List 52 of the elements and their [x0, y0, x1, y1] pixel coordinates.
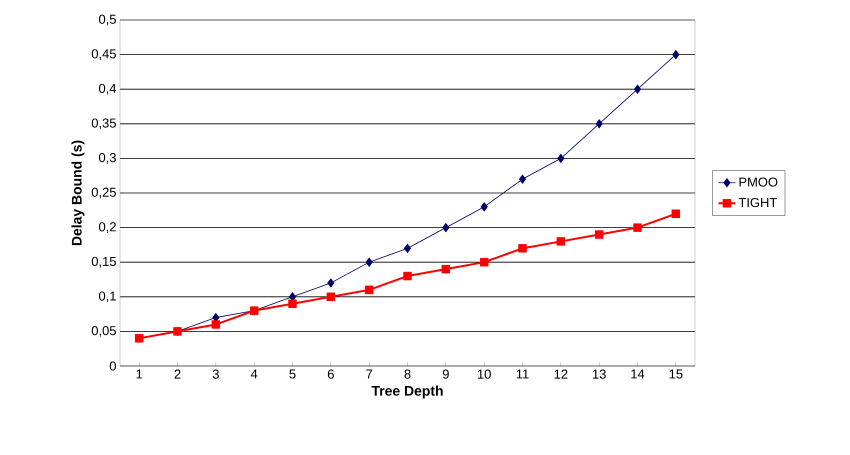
y-tick-label: 0: [110, 361, 116, 371]
x-tick-label: 9: [442, 370, 449, 379]
x-tick-label: 6: [328, 370, 334, 379]
y-tick-label: 0,1: [98, 291, 116, 302]
y-tick-label: 0,3: [98, 153, 116, 164]
point: [672, 210, 680, 218]
x-axis-title: Tree Depth: [372, 386, 443, 399]
x-tick-label: 7: [366, 370, 372, 378]
y-tick-label: 0,15: [92, 256, 116, 268]
x-tick-label: 5: [289, 370, 296, 379]
y-tick-label: 0,4: [98, 84, 116, 95]
point: [442, 222, 450, 232]
point: [518, 174, 526, 184]
x-tick-label: 14: [631, 370, 644, 378]
point: [556, 237, 566, 246]
y-tick-label: 0,05: [92, 326, 116, 337]
y-tick-label: 0,5: [98, 14, 116, 26]
x-tick-label: 15: [670, 370, 682, 379]
point: [403, 272, 412, 280]
point: [594, 230, 604, 239]
point: [596, 119, 603, 129]
point: [404, 244, 412, 254]
point: [366, 257, 373, 267]
point: [518, 244, 527, 253]
point: [212, 320, 220, 329]
point: [672, 50, 680, 60]
point: [480, 202, 488, 212]
y-tick-label: 0,35: [92, 118, 116, 130]
point: [442, 264, 450, 274]
x-tick-label: 12: [554, 370, 568, 379]
x-tick-label: 4: [250, 370, 258, 378]
point: [364, 286, 374, 294]
legend-label: TIGHT: [738, 198, 777, 208]
point: [326, 292, 336, 302]
y-tick-label: 0,45: [92, 49, 116, 60]
x-tick-label: 13: [592, 370, 606, 379]
x-tick-label: 10: [478, 370, 491, 379]
y-tick-label: 0,25: [92, 188, 116, 198]
x-tick-label: 11: [516, 370, 529, 378]
point: [634, 84, 642, 94]
y-axis-title: Delay Bound (s): [71, 140, 84, 246]
y-tick-label: 0,2: [98, 222, 116, 233]
legend-label: PMOO: [739, 177, 778, 187]
point: [557, 154, 564, 164]
x-tick-label: 3: [212, 370, 219, 379]
x-tick-label: 8: [404, 370, 411, 379]
x-tick-label: 1: [136, 370, 142, 378]
x-tick-label: 2: [174, 370, 180, 379]
point: [633, 223, 642, 232]
point: [288, 299, 297, 308]
point: [480, 258, 488, 266]
point: [327, 278, 334, 288]
